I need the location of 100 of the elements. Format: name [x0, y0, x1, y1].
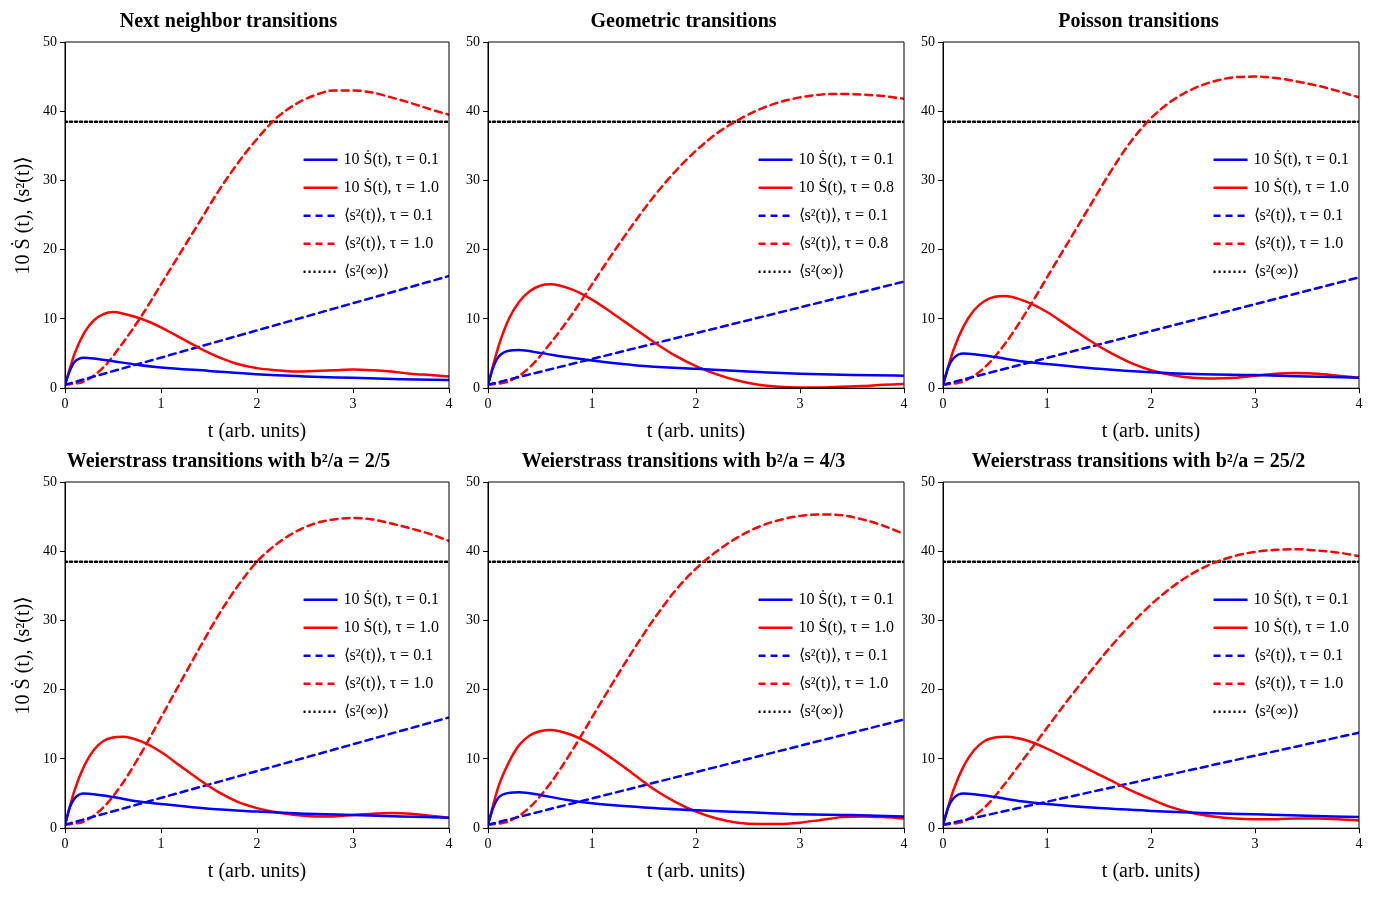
x-tick-label: 1 — [1043, 836, 1051, 852]
x-tick-label: 2 — [692, 396, 700, 412]
y-tick-label: 50 — [43, 33, 57, 49]
y-tick-label: 40 — [43, 102, 57, 118]
legend-label: 10 Ṡ(t), τ = 0.1 — [798, 590, 894, 609]
x-tick-label: 1 — [588, 836, 596, 852]
y-tick-label: 30 — [466, 172, 480, 188]
y-tick-label: 10 — [921, 310, 935, 326]
legend-label: 10 Ṡ(t), τ = 1.0 — [343, 618, 439, 637]
y-tick-label: 10 — [43, 750, 57, 766]
y-tick-label: 20 — [921, 241, 935, 257]
legend-label: ⟨s²(∞)⟩ — [343, 702, 389, 721]
x-tick-label: 4 — [445, 396, 453, 412]
legend-label: ⟨s²(∞)⟩ — [798, 702, 844, 721]
legend-label: ⟨s²(∞)⟩ — [343, 262, 389, 281]
x-tick-label: 3 — [796, 396, 804, 412]
y-tick-label: 40 — [466, 542, 480, 558]
legend-label: ⟨s²(t)⟩, τ = 1.0 — [343, 234, 434, 253]
legend-label: ⟨s²(∞)⟩ — [1253, 262, 1299, 281]
x-tick-label: 1 — [157, 836, 165, 852]
x-tick-label: 1 — [588, 396, 596, 412]
x-tick-label: 4 — [1355, 396, 1363, 412]
y-tick-label: 30 — [43, 172, 57, 188]
legend-label: 10 Ṡ(t), τ = 0.1 — [1253, 590, 1349, 609]
legend-label: ⟨s²(t)⟩, τ = 0.1 — [1253, 646, 1344, 665]
y-tick-label: 50 — [921, 33, 935, 49]
y-tick-label: 0 — [928, 379, 935, 395]
legend-label: 10 Ṡ(t), τ = 1.0 — [1253, 618, 1349, 637]
legend-label: ⟨s²(∞)⟩ — [1253, 702, 1299, 721]
x-tick-label: 3 — [796, 836, 804, 852]
y-tick-label: 40 — [43, 542, 57, 558]
y-tick-label: 10 — [921, 750, 935, 766]
x-tick-label: 4 — [445, 836, 453, 852]
y-tick-label: 0 — [473, 819, 480, 835]
x-axis-title: t (arb. units) — [1101, 859, 1201, 883]
x-axis-title: t (arb. units) — [207, 419, 307, 443]
legend-label: ⟨s²(∞)⟩ — [798, 262, 844, 281]
legend-label: ⟨s²(t)⟩, τ = 0.8 — [798, 234, 889, 253]
legend-label: 10 Ṡ(t), τ = 0.8 — [798, 178, 894, 197]
y-tick-label: 40 — [921, 542, 935, 558]
y-tick-label: 20 — [921, 681, 935, 697]
legend-label: 10 Ṡ(t), τ = 0.1 — [1253, 150, 1349, 169]
x-tick-label: 3 — [349, 836, 357, 852]
x-tick-label: 0 — [61, 836, 69, 852]
y-tick-label: 50 — [466, 473, 480, 489]
x-tick-label: 0 — [484, 836, 492, 852]
y-tick-label: 50 — [466, 33, 480, 49]
x-axis-title: t (arb. units) — [646, 859, 746, 883]
legend-label: ⟨s²(t)⟩, τ = 0.1 — [798, 206, 889, 225]
y-tick-label: 0 — [928, 819, 935, 835]
legend-label: 10 Ṡ(t), τ = 1.0 — [343, 178, 439, 197]
x-tick-label: 0 — [939, 396, 947, 412]
chart-title: Weierstrass transitions with b²/a = 2/5 — [66, 449, 391, 472]
x-tick-label: 2 — [692, 836, 700, 852]
y-tick-label: 20 — [43, 241, 57, 257]
y-tick-label: 30 — [921, 172, 935, 188]
chart-title: Next neighbor transitions — [119, 9, 338, 33]
legend-label: ⟨s²(t)⟩, τ = 1.0 — [1253, 674, 1344, 693]
x-tick-label: 2 — [253, 836, 261, 852]
x-axis-title: t (arb. units) — [207, 859, 307, 883]
y-tick-label: 30 — [921, 612, 935, 628]
legend-label: ⟨s²(t)⟩, τ = 0.1 — [1253, 206, 1344, 225]
chart-title: Geometric transitions — [590, 9, 777, 32]
legend-label: 10 Ṡ(t), τ = 1.0 — [1253, 178, 1349, 197]
chart-title: Weierstrass transitions with b²/a = 25/2 — [971, 449, 1306, 472]
legend-label: 10 Ṡ(t), τ = 1.0 — [798, 618, 894, 637]
y-tick-label: 0 — [50, 819, 57, 835]
y-tick-label: 50 — [43, 473, 57, 489]
y-tick-label: 10 — [43, 310, 57, 326]
x-tick-label: 1 — [157, 396, 165, 412]
x-axis-title: t (arb. units) — [646, 419, 746, 443]
chart-title: Poisson transitions — [1058, 9, 1220, 32]
y-axis-title: 10 Ṡ (t), ⟨s²(t)⟩ — [11, 595, 35, 715]
x-tick-label: 0 — [61, 396, 69, 412]
y-tick-label: 10 — [466, 310, 480, 326]
x-tick-label: 0 — [484, 396, 492, 412]
legend-label: ⟨s²(t)⟩, τ = 1.0 — [343, 674, 434, 693]
x-tick-label: 4 — [1355, 836, 1363, 852]
legend-label: ⟨s²(t)⟩, τ = 0.1 — [798, 646, 889, 665]
legend-label: 10 Ṡ(t), τ = 0.1 — [798, 150, 894, 169]
legend-label: ⟨s²(t)⟩, τ = 1.0 — [1253, 234, 1344, 253]
y-tick-label: 10 — [466, 750, 480, 766]
legend-label: 10 Ṡ(t), τ = 0.1 — [343, 590, 439, 609]
y-tick-label: 0 — [473, 379, 480, 395]
y-tick-label: 20 — [466, 681, 480, 697]
y-tick-label: 20 — [43, 681, 57, 697]
x-tick-label: 2 — [253, 396, 261, 412]
y-tick-label: 40 — [466, 102, 480, 118]
x-tick-label: 3 — [1251, 396, 1259, 412]
x-tick-label: 4 — [900, 836, 908, 852]
legend-label: 10 Ṡ(t), τ = 0.1 — [343, 150, 439, 169]
legend-label: ⟨s²(t)⟩, τ = 1.0 — [798, 674, 889, 693]
chart-title: Weierstrass transitions with b²/a = 4/3 — [521, 449, 846, 472]
x-tick-label: 3 — [349, 396, 357, 412]
x-axis-title: t (arb. units) — [1101, 419, 1201, 443]
legend-label: ⟨s²(t)⟩, τ = 0.1 — [343, 646, 434, 665]
legend-label: ⟨s²(t)⟩, τ = 0.1 — [343, 206, 434, 225]
x-tick-label: 1 — [1043, 396, 1051, 412]
x-tick-label: 2 — [1147, 836, 1155, 852]
y-tick-label: 30 — [466, 612, 480, 628]
